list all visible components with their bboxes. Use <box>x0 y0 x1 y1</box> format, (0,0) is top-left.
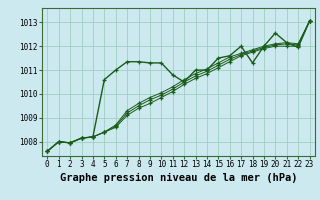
X-axis label: Graphe pression niveau de la mer (hPa): Graphe pression niveau de la mer (hPa) <box>60 173 297 183</box>
